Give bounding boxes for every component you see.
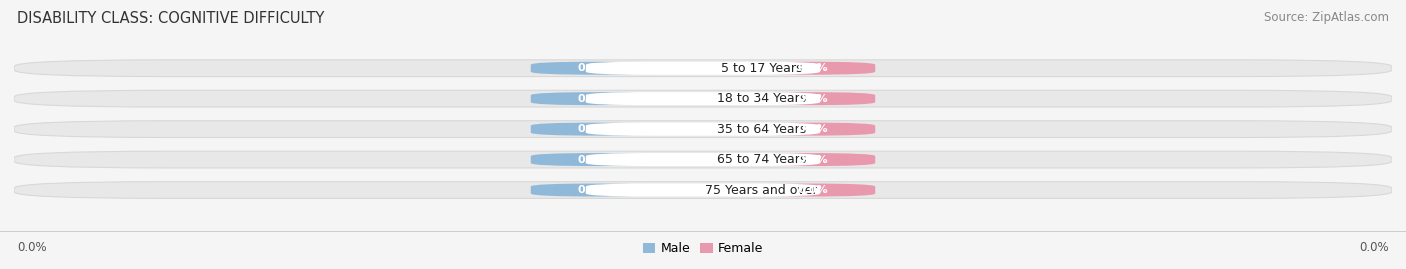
Text: 0.0%: 0.0% <box>799 94 828 104</box>
FancyBboxPatch shape <box>14 90 1392 107</box>
FancyBboxPatch shape <box>586 62 820 75</box>
Text: 0.0%: 0.0% <box>799 63 828 73</box>
FancyBboxPatch shape <box>531 183 655 197</box>
Text: 0.0%: 0.0% <box>799 124 828 134</box>
Text: 0.0%: 0.0% <box>17 241 46 254</box>
FancyBboxPatch shape <box>14 182 1392 199</box>
FancyBboxPatch shape <box>751 92 875 105</box>
Text: 0.0%: 0.0% <box>799 155 828 165</box>
FancyBboxPatch shape <box>586 153 820 166</box>
Text: 0.0%: 0.0% <box>578 63 607 73</box>
FancyBboxPatch shape <box>531 123 655 136</box>
Text: 0.0%: 0.0% <box>578 124 607 134</box>
Text: 18 to 34 Years: 18 to 34 Years <box>717 92 806 105</box>
Text: Source: ZipAtlas.com: Source: ZipAtlas.com <box>1264 11 1389 24</box>
FancyBboxPatch shape <box>586 123 820 136</box>
Text: 0.0%: 0.0% <box>578 94 607 104</box>
FancyBboxPatch shape <box>14 121 1392 137</box>
Text: 0.0%: 0.0% <box>1360 241 1389 254</box>
Text: 0.0%: 0.0% <box>578 185 607 195</box>
FancyBboxPatch shape <box>531 153 655 166</box>
FancyBboxPatch shape <box>586 92 820 105</box>
FancyBboxPatch shape <box>14 60 1392 77</box>
FancyBboxPatch shape <box>14 151 1392 168</box>
Text: DISABILITY CLASS: COGNITIVE DIFFICULTY: DISABILITY CLASS: COGNITIVE DIFFICULTY <box>17 11 325 26</box>
Legend: Male, Female: Male, Female <box>638 237 768 260</box>
FancyBboxPatch shape <box>751 183 875 197</box>
FancyBboxPatch shape <box>586 183 820 197</box>
Text: 0.0%: 0.0% <box>578 155 607 165</box>
Text: 75 Years and over: 75 Years and over <box>706 183 818 197</box>
Text: 65 to 74 Years: 65 to 74 Years <box>717 153 806 166</box>
Text: 0.0%: 0.0% <box>799 185 828 195</box>
FancyBboxPatch shape <box>531 62 655 75</box>
FancyBboxPatch shape <box>751 153 875 166</box>
Text: 5 to 17 Years: 5 to 17 Years <box>721 62 803 75</box>
Text: 35 to 64 Years: 35 to 64 Years <box>717 123 806 136</box>
FancyBboxPatch shape <box>751 62 875 75</box>
FancyBboxPatch shape <box>531 92 655 105</box>
FancyBboxPatch shape <box>751 123 875 136</box>
